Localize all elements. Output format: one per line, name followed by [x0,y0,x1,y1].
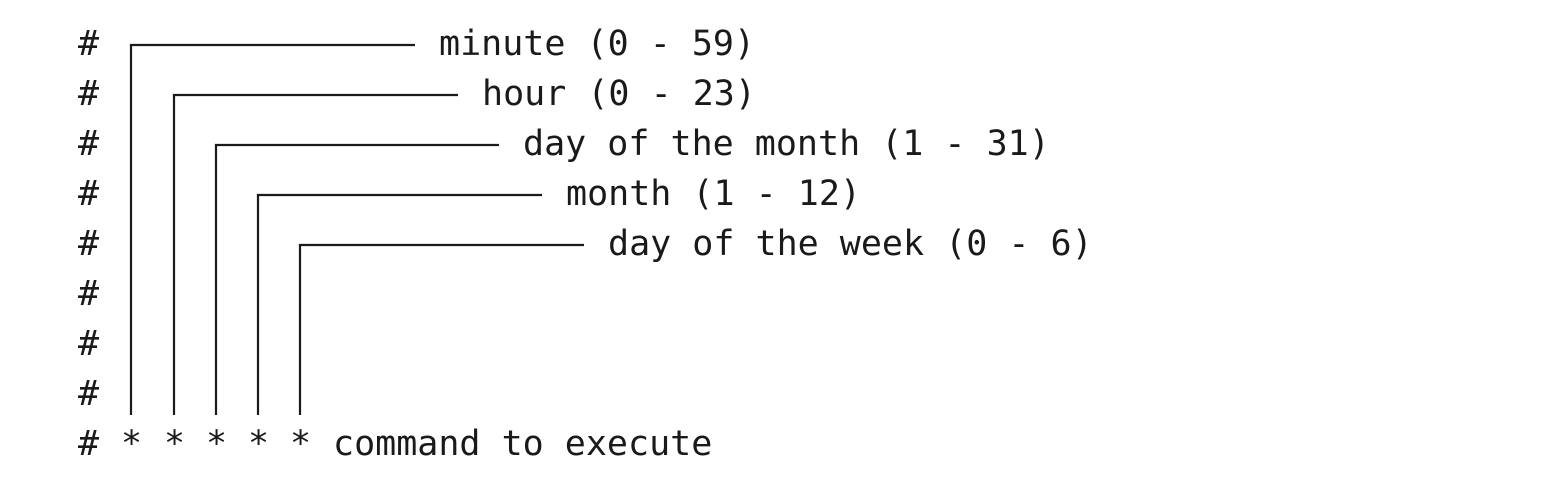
command-label: command to execute [333,424,712,464]
field-label: month (1 - 12) [566,174,861,214]
field-markers: * * * * * [121,424,311,464]
comment-hash: # [78,224,99,264]
cron-expression-row: * * * * * command to execute [121,424,712,464]
comment-hash: # [78,124,99,164]
field-star: * [290,424,311,464]
comment-hash: # [78,324,99,364]
field-label: hour (0 - 23) [482,74,756,114]
comment-hash: # [78,24,99,64]
field-star: * [164,424,185,464]
comment-markers: # # # # # # # # # [78,24,99,464]
field-labels: minute (0 - 59) hour (0 - 23) day of the m… [439,24,1093,264]
field-star: * [121,424,142,464]
field-star: * [248,424,269,464]
comment-hash: # [78,374,99,414]
comment-hash: # [78,424,99,464]
field-label: minute (0 - 59) [439,24,755,64]
comment-hash: # [78,274,99,314]
field-label: day of the week (0 - 6) [608,224,1093,264]
comment-hash: # [78,174,99,214]
comment-hash: # [78,74,99,114]
field-label: day of the month (1 - 31) [523,124,1050,164]
field-connectors [129,43,584,415]
field-star: * [206,424,227,464]
